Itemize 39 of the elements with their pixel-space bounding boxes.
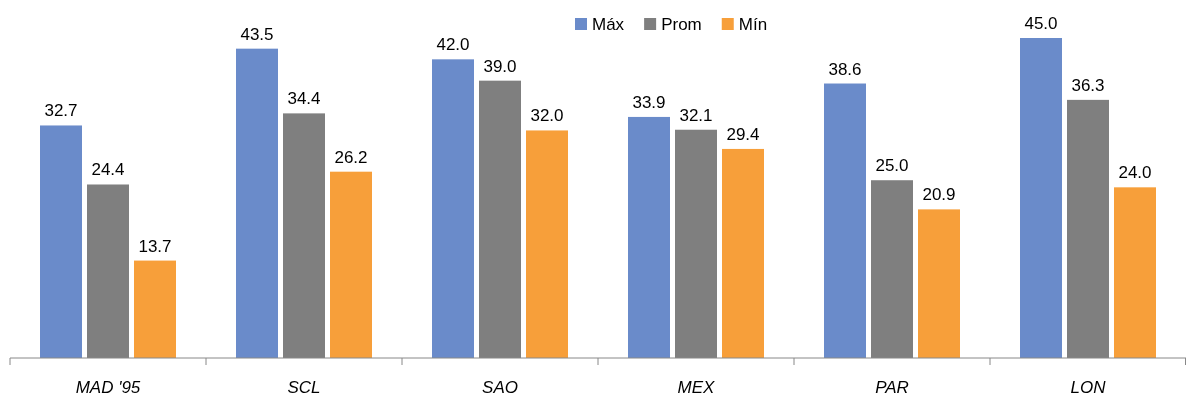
data-label: 42.0 — [436, 35, 470, 55]
x-tick-label: LON — [1070, 378, 1107, 397]
bar — [722, 148, 764, 358]
legend-label: Mín — [738, 15, 768, 34]
data-label: 26.2 — [334, 147, 368, 167]
x-tick-label: MAD '95 — [75, 378, 141, 397]
data-label: 24.4 — [91, 160, 125, 180]
bar — [134, 260, 176, 358]
bar — [330, 171, 372, 358]
bar — [824, 83, 866, 358]
bar — [40, 125, 82, 358]
data-label: 45.0 — [1024, 14, 1058, 33]
data-label: 38.6 — [828, 59, 862, 79]
data-label: 24.0 — [1118, 163, 1152, 183]
data-label: 13.7 — [138, 236, 172, 256]
x-tick-label: SCL — [287, 378, 321, 397]
data-label: 34.4 — [287, 89, 321, 109]
data-label: 32.7 — [44, 101, 78, 121]
data-label: 32.0 — [530, 106, 564, 126]
data-label: 33.9 — [632, 92, 666, 112]
data-label: 25.0 — [875, 156, 909, 176]
bar — [628, 116, 670, 358]
bar — [1020, 38, 1062, 358]
bar — [918, 209, 960, 358]
x-tick-label: MEX — [677, 378, 716, 397]
data-label: 36.3 — [1071, 75, 1105, 95]
data-label: 20.9 — [922, 185, 956, 205]
bar — [236, 48, 278, 358]
bar — [526, 130, 568, 358]
x-tick-label: PAR — [875, 378, 909, 397]
data-label: 29.4 — [726, 124, 760, 144]
bar — [432, 59, 474, 358]
legend-label: Prom — [661, 15, 702, 34]
data-label: 39.0 — [483, 56, 517, 76]
bar — [1114, 187, 1156, 358]
data-label: 43.5 — [240, 24, 274, 44]
legend-label: Máx — [592, 15, 625, 34]
data-label: 32.1 — [679, 105, 713, 125]
x-tick-label: SAO — [482, 378, 518, 397]
